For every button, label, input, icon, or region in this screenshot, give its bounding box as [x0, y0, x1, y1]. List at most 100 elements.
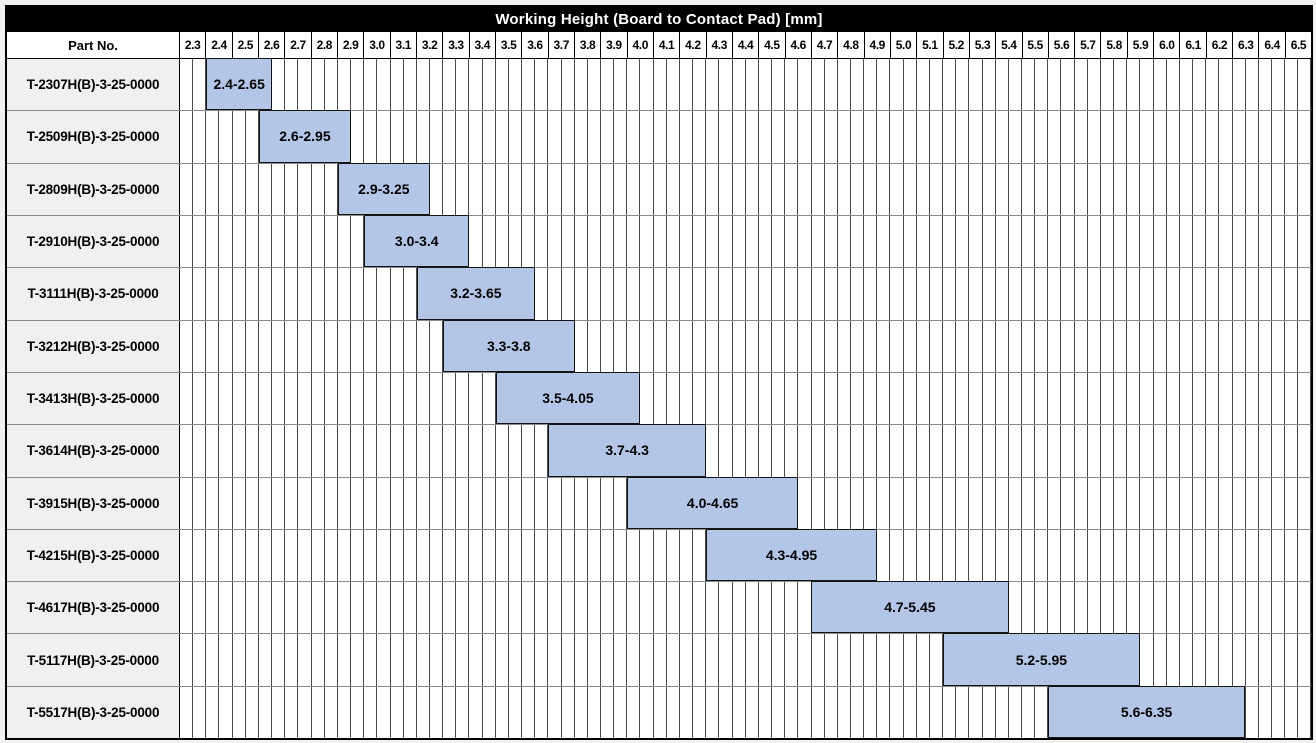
minor-grid-cell — [483, 111, 496, 163]
minor-grid-cell — [1193, 634, 1207, 686]
minor-grid-cell — [588, 686, 601, 739]
minor-grid-cell — [193, 529, 207, 582]
minor-grid-cell — [1035, 215, 1049, 268]
minor-grid-cell — [733, 425, 746, 477]
minor-grid-cell — [285, 529, 299, 582]
minor-grid-cell — [825, 163, 838, 215]
minor-grid-cell — [180, 634, 194, 686]
minor-grid-cell — [1022, 268, 1036, 320]
minor-grid-cell — [443, 634, 457, 686]
minor-grid-cell — [746, 582, 759, 634]
minor-grid-cell — [1246, 582, 1259, 634]
minor-grid-cell — [1206, 320, 1220, 372]
minor-grid-cell — [667, 320, 680, 372]
minor-grid-cell — [825, 215, 838, 268]
minor-grid-cell — [1127, 215, 1141, 268]
minor-grid-cell — [246, 215, 259, 268]
minor-grid-cell — [443, 111, 457, 163]
minor-grid-cell — [1219, 529, 1233, 582]
minor-grid-cell — [904, 425, 917, 477]
table-row: T-5117H(B)-3-25-0000 5.2-5.95 — [7, 633, 1312, 686]
minor-grid-cell — [1075, 529, 1088, 582]
minor-grid-cell — [877, 634, 891, 686]
minor-grid-cell — [1061, 529, 1075, 582]
minor-grid-cell — [1206, 59, 1220, 111]
minor-grid-cell — [943, 425, 957, 477]
part-number-cell: T-3614H(B)-3-25-0000 — [7, 425, 180, 477]
minor-grid-cell — [272, 634, 286, 686]
minor-grid-cell — [443, 529, 457, 582]
minor-grid-cell — [1048, 215, 1062, 268]
minor-grid-cell — [1246, 268, 1259, 320]
minor-grid-cell — [1272, 425, 1286, 477]
minor-grid-cell — [1246, 163, 1259, 215]
minor-grid-cell — [798, 320, 812, 372]
minor-grid-cell — [312, 686, 325, 739]
minor-grid-cell — [1272, 163, 1286, 215]
minor-grid-cell — [785, 59, 799, 111]
tick-label: 4.0 — [628, 32, 654, 58]
minor-grid-cell — [719, 268, 733, 320]
minor-grid-cell — [1206, 582, 1220, 634]
minor-grid-cell — [838, 425, 851, 477]
minor-grid-cell — [614, 59, 628, 111]
minor-grid-cell — [1048, 163, 1062, 215]
minor-grid-cell — [1048, 582, 1062, 634]
row-plot-area: 3.7-4.3 — [180, 424, 1312, 477]
table-row: T-3915H(B)-3-25-0000 4.0-4.65 — [7, 476, 1312, 529]
minor-grid-cell — [601, 477, 615, 529]
minor-grid-cell — [864, 425, 878, 477]
minor-grid-cell — [772, 111, 786, 163]
minor-grid-cell — [443, 477, 457, 529]
minor-grid-cell — [719, 372, 733, 425]
minor-grid-cell — [351, 215, 365, 268]
minor-grid-cell — [219, 215, 233, 268]
range-bar: 3.5-4.05 — [495, 371, 641, 425]
tick-label: 4.9 — [865, 32, 891, 58]
minor-grid-cell — [1219, 163, 1233, 215]
minor-grid-cell — [746, 634, 759, 686]
minor-grid-cell — [706, 111, 720, 163]
minor-grid-cell — [1154, 582, 1167, 634]
minor-grid-cell — [706, 59, 720, 111]
minor-grid-cell — [1061, 268, 1075, 320]
minor-grid-cell — [404, 372, 417, 425]
minor-grid-cell — [693, 163, 707, 215]
tick-label: 5.9 — [1128, 32, 1155, 58]
minor-grid-cell — [1075, 215, 1088, 268]
minor-grid-cell — [535, 634, 549, 686]
tick-label: 2.9 — [338, 32, 365, 58]
minor-grid-cell — [588, 529, 601, 582]
minor-grid-cell — [233, 529, 246, 582]
minor-grid-cell — [496, 111, 509, 163]
minor-grid-cell — [825, 425, 838, 477]
minor-grid-cell — [496, 477, 509, 529]
minor-grid-cell — [259, 320, 273, 372]
minor-grid-cell — [1219, 111, 1233, 163]
minor-grid-cell — [535, 268, 549, 320]
minor-grid-cell — [1180, 582, 1194, 634]
minor-grid-cell — [325, 215, 338, 268]
minor-grid-cell — [667, 59, 680, 111]
minor-grid-cell — [535, 477, 549, 529]
minor-grid-cell — [246, 582, 259, 634]
minor-grid-cell — [1009, 215, 1022, 268]
minor-grid-cell — [1154, 425, 1167, 477]
minor-grid-cell — [1298, 686, 1312, 739]
minor-grid-cell — [1140, 477, 1154, 529]
minor-grid-cell — [917, 320, 930, 372]
minor-grid-cell — [1206, 372, 1220, 425]
minor-grid-cell — [469, 215, 483, 268]
minor-grid-cell — [1180, 163, 1194, 215]
minor-grid-cell — [535, 529, 549, 582]
minor-grid-cell — [1167, 320, 1180, 372]
minor-grid-cell — [1206, 425, 1220, 477]
minor-grid-cell — [285, 634, 299, 686]
minor-grid-cell — [680, 59, 694, 111]
minor-grid-cell — [733, 111, 746, 163]
minor-grid-cell — [312, 320, 325, 372]
minor-grid-cell — [864, 320, 878, 372]
minor-grid-cell — [930, 372, 944, 425]
minor-grid-cell — [1259, 582, 1272, 634]
minor-grid-cell — [812, 425, 825, 477]
